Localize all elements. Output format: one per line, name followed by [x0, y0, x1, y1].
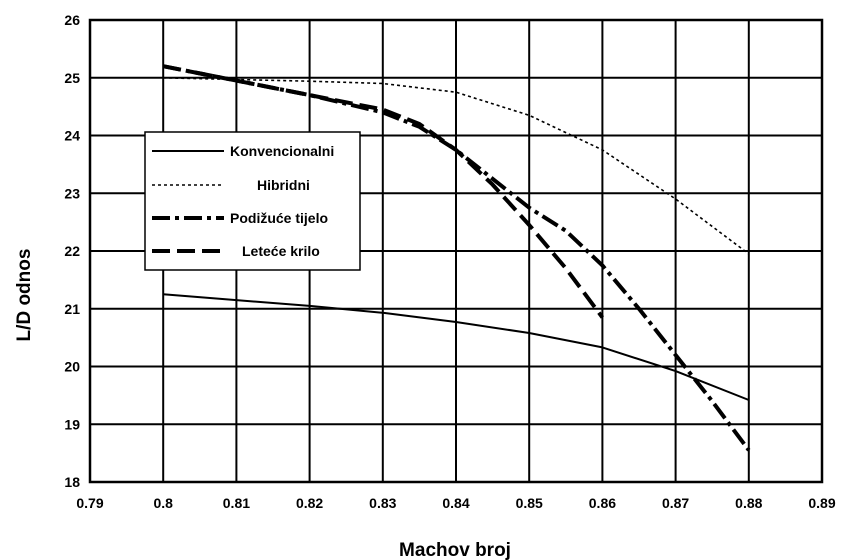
x-axis-label: Machov broj — [399, 540, 511, 560]
y-tick-label: 25 — [64, 70, 80, 86]
y-axis-label: L/D odnos — [14, 249, 35, 342]
x-tick-label: 0.87 — [662, 495, 689, 511]
x-tick-label: 0.89 — [808, 495, 835, 511]
legend-label-konvencionalni: Konvencionalni — [230, 143, 334, 159]
y-tick-label: 19 — [64, 416, 80, 432]
series-line-hibridni — [163, 77, 750, 255]
y-tick-label: 20 — [64, 359, 80, 375]
legend-label-hibridni: Hibridni — [257, 177, 310, 193]
tick-labels: 0.79 0.8 0.81 0.82 0.83 0.84 0.85 0.86 0.87 0.88 0… — [64, 12, 835, 511]
legend-box — [144, 131, 361, 271]
x-tick-label: 0.83 — [369, 495, 396, 511]
grid — [90, 20, 822, 482]
series-line-konvencionalni — [163, 293, 750, 401]
legend-label-podizuce-tijelo: Podižuće tijelo — [230, 210, 328, 226]
x-tick-label: 0.8 — [153, 495, 173, 511]
x-tick-label: 0.86 — [589, 495, 616, 511]
x-tick-label: 0.81 — [223, 495, 250, 511]
x-tick-label: 0.85 — [516, 495, 543, 511]
y-tick-label: 23 — [64, 185, 80, 201]
axes — [88, 18, 824, 484]
y-tick-label: 26 — [64, 12, 80, 28]
y-tick-label: 24 — [64, 128, 80, 144]
y-tick-label: 21 — [64, 301, 80, 317]
series-line-lete-e-krilo — [162, 64, 605, 319]
x-tick-label: 0.88 — [735, 495, 762, 511]
x-tick-label: 0.84 — [442, 495, 469, 511]
legend: Konvencionalni Hibridni Podižuće tijelo … — [144, 131, 361, 271]
y-tick-label: 18 — [64, 474, 80, 490]
y-tick-label: 22 — [64, 243, 80, 259]
x-tick-label: 0.79 — [76, 495, 103, 511]
x-tick-label: 0.82 — [296, 495, 323, 511]
legend-label-letece-krilo: Leteće krilo — [242, 243, 320, 259]
series-lines — [162, 64, 751, 452]
plot-frame — [88, 18, 824, 484]
